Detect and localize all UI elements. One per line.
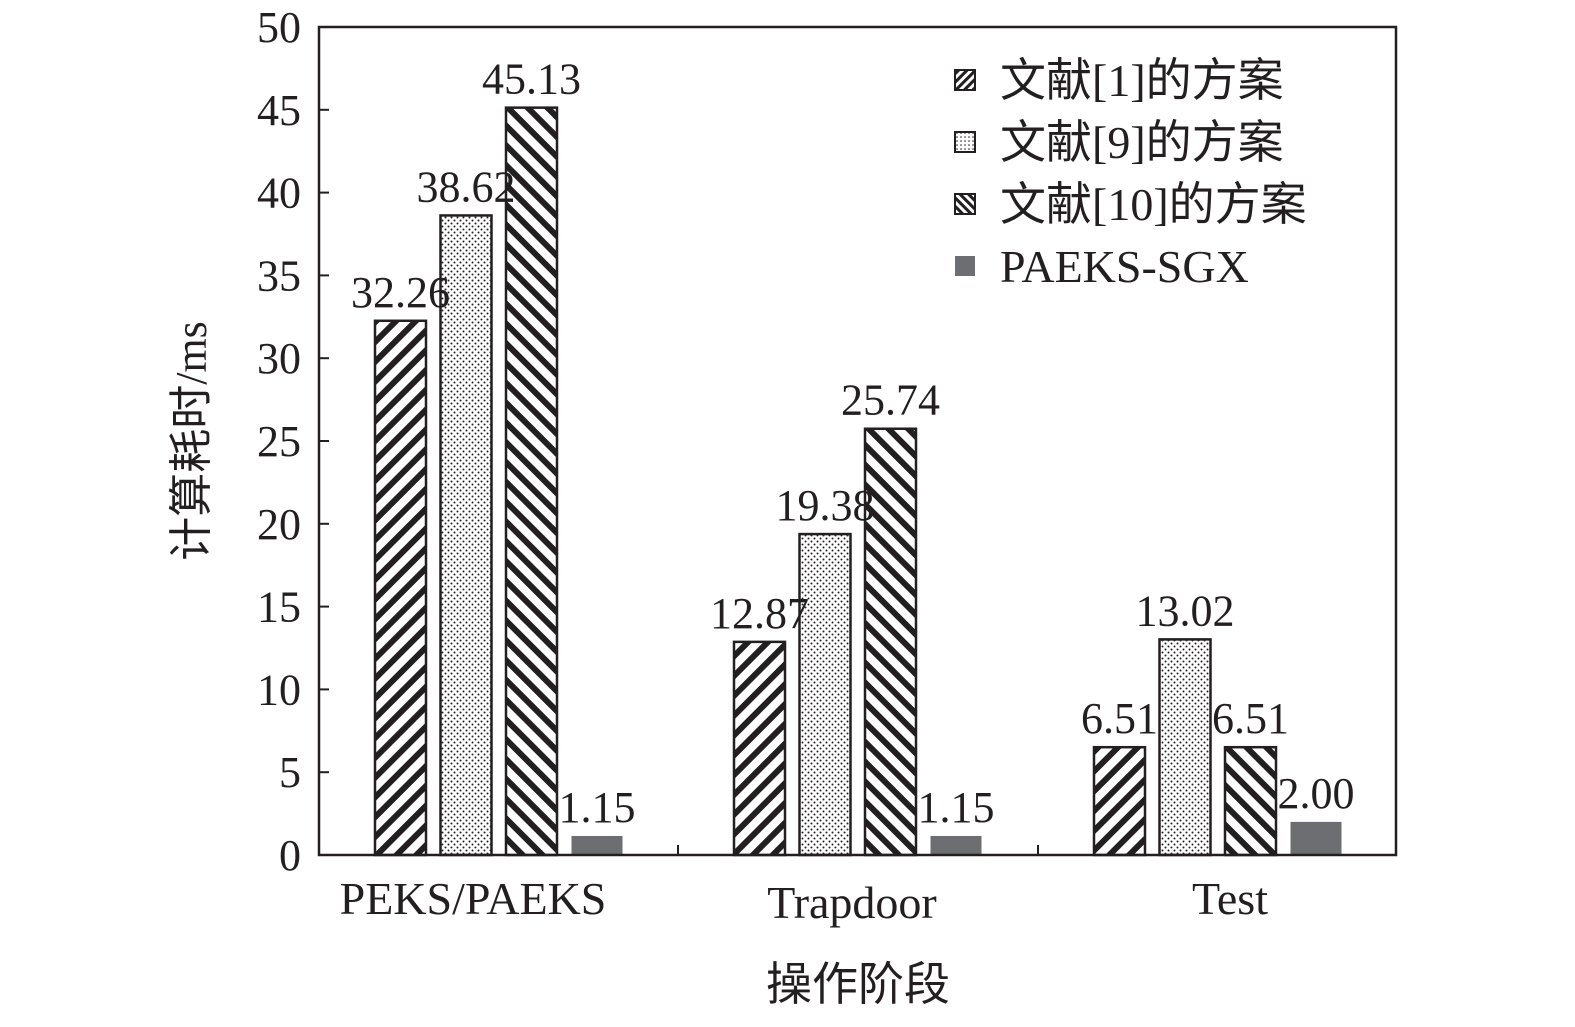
bar-peks-paeks-series-2 — [439, 214, 493, 857]
y-tick-label: 45 — [257, 86, 301, 135]
data-label: 6.51 — [1081, 694, 1158, 743]
legend-label: 文献[10]的方案 — [1000, 179, 1307, 230]
data-label: 38.62 — [417, 162, 516, 211]
y-tick-label: 30 — [257, 334, 301, 383]
bar-trapdoor-series-4 — [930, 835, 982, 855]
data-label: 13.02 — [1136, 586, 1235, 635]
bar-trapdoor-series-2 — [798, 532, 852, 857]
y-tick-label: 40 — [257, 169, 301, 218]
x-tick-label: Test — [1192, 873, 1268, 924]
y-tick-label: 5 — [279, 748, 301, 797]
y-tick-label: 25 — [257, 417, 301, 466]
y-tick-label: 20 — [257, 500, 301, 549]
bar-test-series-2 — [1158, 638, 1212, 857]
data-label: 45.13 — [482, 55, 581, 104]
data-label: 12.87 — [710, 589, 809, 638]
legend-label: PAEKS-SGX — [1000, 241, 1249, 292]
bar-test-series-4 — [1290, 821, 1342, 855]
x-tick-label: Trapdoor — [767, 877, 937, 928]
bar-trapdoor-series-1 — [732, 640, 787, 857]
legend-swatch — [954, 69, 976, 91]
data-label: 2.00 — [1278, 769, 1355, 818]
bar-peks-paeks-series-3 — [504, 106, 559, 857]
y-axis-ticks: 0 5 10 15 20 25 30 35 40 45 50 — [257, 3, 329, 880]
data-label: 25.74 — [841, 376, 940, 425]
bar-test-series-3 — [1223, 745, 1278, 857]
data-labels: 32.26 38.62 45.13 1.15 12.87 19.38 25.74 1.15 6.… — [351, 55, 1355, 832]
bar-trapdoor-series-3 — [863, 427, 918, 857]
data-label: 1.15 — [559, 783, 636, 832]
data-label: 19.38 — [776, 481, 875, 530]
legend-label: 文献[1]的方案 — [1000, 55, 1284, 106]
x-axis-ticks: PEKS/PAEKS Trapdoor Test — [340, 845, 1268, 928]
bar-peks-paeks-series-1 — [373, 319, 428, 857]
legend-swatch — [954, 131, 976, 153]
y-tick-label: 50 — [257, 3, 301, 52]
legend-label: 文献[9]的方案 — [1000, 117, 1284, 168]
x-axis-label: 操作阶段 — [766, 959, 950, 1010]
y-tick-label: 0 — [279, 831, 301, 880]
x-tick-label: PEKS/PAEKS — [340, 873, 607, 924]
data-label: 6.51 — [1212, 694, 1289, 743]
y-tick-label: 15 — [257, 583, 301, 632]
data-label: 1.15 — [918, 783, 995, 832]
bars — [373, 106, 1342, 857]
legend-swatch — [954, 193, 976, 215]
data-label: 32.26 — [351, 268, 450, 317]
bar-peks-paeks-series-4 — [571, 835, 623, 855]
y-tick-label: 10 — [257, 665, 301, 714]
legend-swatch — [955, 256, 975, 276]
bar-test-series-1 — [1092, 745, 1147, 857]
y-tick-label: 35 — [257, 251, 301, 300]
y-axis-label: 计算耗时/ms — [167, 321, 216, 561]
